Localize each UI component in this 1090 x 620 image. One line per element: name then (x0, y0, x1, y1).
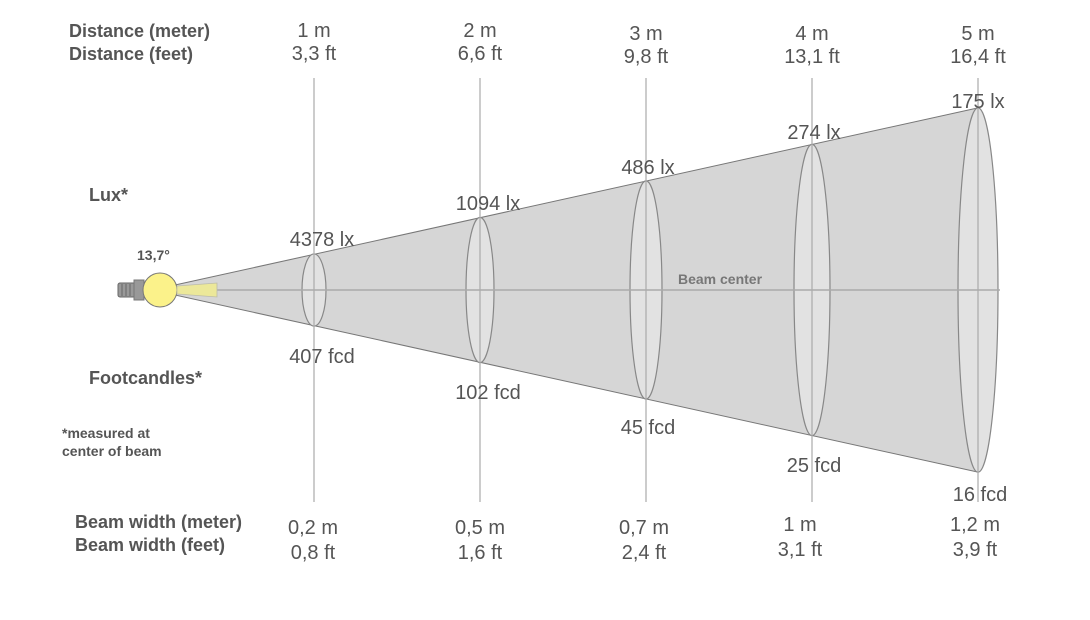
beam-width-meter-label: Beam width (meter) (75, 512, 242, 532)
distance-meter-value: 5 m (961, 23, 994, 45)
beam-width-meter-value: 0,7 m (619, 517, 669, 539)
lux-value: 274 lx (787, 122, 840, 144)
distance-feet-value: 6,6 ft (458, 43, 503, 65)
beam-width-meter-value: 1 m (783, 514, 816, 536)
lux-label: Lux* (89, 185, 128, 205)
footcandle-value: 407 fcd (289, 346, 355, 368)
lux-value: 1094 lx (456, 193, 521, 215)
distance-meter-value: 4 m (795, 23, 828, 45)
distance-feet-value: 16,4 ft (950, 46, 1006, 68)
beam-width-feet-value: 3,9 ft (953, 539, 998, 561)
footcandle-value: 45 fcd (621, 417, 675, 439)
distance-feet-value: 3,3 ft (292, 43, 337, 65)
distance-meter-value: 3 m (629, 23, 662, 45)
beam-width-feet-value: 1,6 ft (458, 542, 503, 564)
distance-feet-value: 9,8 ft (624, 46, 669, 68)
lux-value: 486 lx (621, 157, 674, 179)
footcandles-label: Footcandles* (89, 368, 202, 388)
beam-width-feet-value: 0,8 ft (291, 542, 336, 564)
distance-feet-label: Distance (feet) (69, 44, 193, 64)
beam-angle-label: 13,7° (137, 247, 170, 263)
distance-meter-value: 1 m (297, 20, 330, 42)
beam-width-feet-value: 2,4 ft (622, 542, 667, 564)
beam-width-meter-value: 0,5 m (455, 517, 505, 539)
footcandle-value: 102 fcd (455, 382, 521, 404)
note-line-2: center of beam (62, 443, 162, 459)
beam-center-label: Beam center (678, 271, 763, 287)
beam-width-feet-value: 3,1 ft (778, 539, 823, 561)
footcandle-value: 25 fcd (787, 455, 841, 477)
beam-width-feet-label: Beam width (feet) (75, 535, 225, 555)
lux-value: 4378 lx (290, 229, 355, 251)
distance-feet-value: 13,1 ft (784, 46, 840, 68)
distance-meter-label: Distance (meter) (69, 21, 210, 41)
beam-width-meter-value: 0,2 m (288, 517, 338, 539)
note-line-1: *measured at (62, 425, 150, 441)
lux-value: 175 lx (951, 91, 1004, 113)
beam-width-meter-value: 1,2 m (950, 514, 1000, 536)
footcandle-value: 16 fcd (953, 484, 1007, 506)
lamp-icon (117, 272, 218, 308)
distance-meter-value: 2 m (463, 20, 496, 42)
